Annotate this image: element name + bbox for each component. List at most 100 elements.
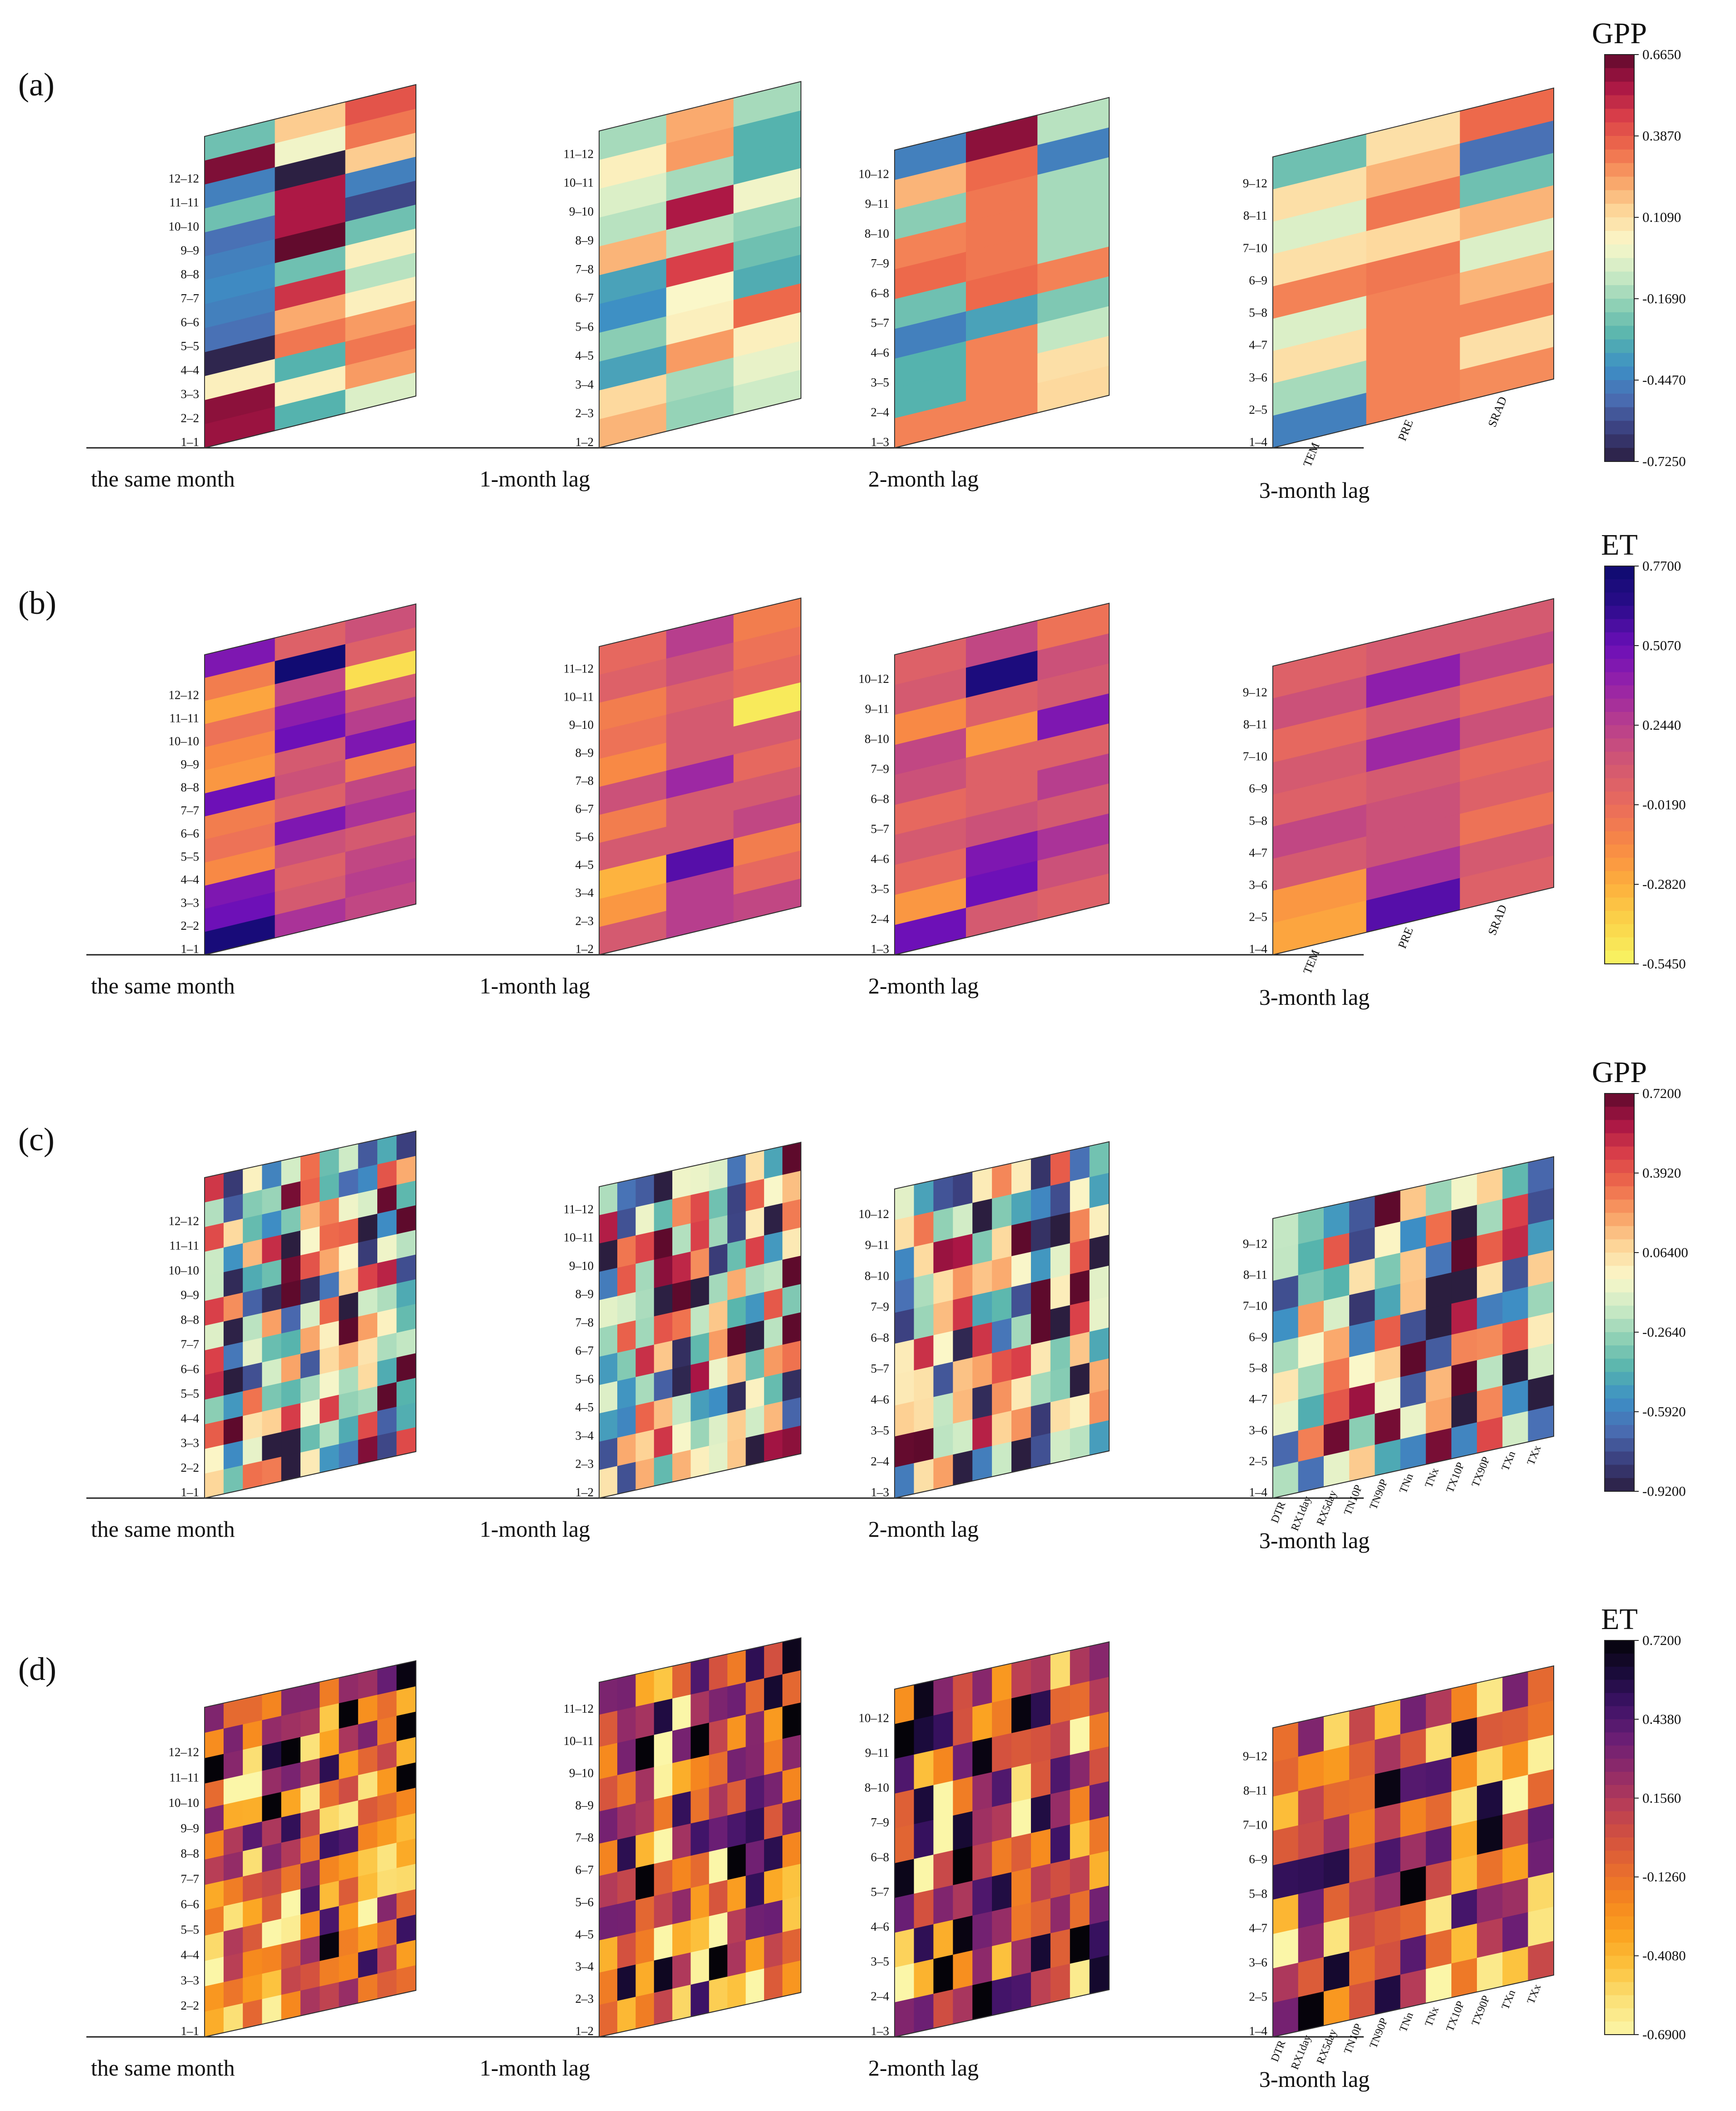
heatmap-cell [1502, 1410, 1529, 1448]
heatmap-cell [654, 1425, 673, 1458]
heatmap-cell [953, 1950, 973, 1990]
heatmap-cell [690, 1915, 710, 1953]
predictor-label: TX90P [1470, 1455, 1492, 1489]
heatmap-cell [262, 1969, 282, 1999]
heatmap-cell [599, 1903, 618, 1941]
heatmap-cell [972, 1167, 992, 1203]
heatmap-cell [377, 1159, 397, 1189]
heatmap-cell [358, 1770, 378, 1800]
heatmap-cell [358, 1336, 378, 1366]
row-label: 8–8 [181, 781, 200, 794]
heatmap-cell [396, 1377, 416, 1407]
heatmap-cell [1426, 1860, 1452, 1900]
heatmap-cell [281, 1889, 301, 1919]
heatmap-cell [281, 1863, 301, 1894]
heatmap-cell [1298, 1750, 1324, 1791]
heatmap-cell [599, 1807, 618, 1844]
heatmap-cell [1400, 1728, 1426, 1769]
colorbar-segment [1605, 244, 1634, 259]
colorbar-title: GPP [1592, 17, 1647, 50]
heatmap-cell [953, 1233, 973, 1269]
skew-axis [1272, 1975, 1554, 2037]
heatmap-cell [1011, 1437, 1031, 1473]
heatmap-cell [281, 1304, 301, 1334]
heatmap-cell [972, 1260, 992, 1296]
heatmap-cell [727, 1380, 746, 1414]
heatmap-cell [727, 1940, 746, 1977]
heatmap-cell [1031, 1401, 1051, 1438]
heatmap-cell [262, 1918, 282, 1949]
row-label: 4–4 [181, 873, 200, 887]
heatmap-cell [1011, 1902, 1031, 1942]
heatmap-cell [709, 1782, 728, 1820]
heatmap-cell [1375, 1376, 1401, 1414]
row-label: 7–9 [871, 762, 890, 776]
colorbar-segment [1605, 659, 1634, 673]
heatmap-cell [709, 1718, 728, 1755]
heatmap-cell [1031, 1932, 1051, 1972]
heatmap-cell [782, 1734, 801, 1771]
row-label: 2–4 [871, 1454, 890, 1468]
heatmap-cell [204, 1272, 224, 1301]
panel-label: (a) [18, 66, 55, 103]
heatmap-cell [339, 1390, 359, 1419]
heatmap-cell [1031, 1432, 1051, 1469]
heatmap-block-lag-3: 1–4 2–5 3–6 4–7 5–8 6–9 7–10 8–11 9–12 3-month la… [1243, 1156, 1554, 1553]
heatmap-cell [1011, 1344, 1031, 1380]
lag-label: 1-month lag [480, 1516, 590, 1542]
heatmap-cell [262, 1791, 282, 1822]
heatmap-cell [243, 1460, 263, 1490]
heatmap-cell [281, 1838, 301, 1868]
row-label: 7–7 [181, 1338, 200, 1351]
heatmap-cell [709, 1384, 728, 1418]
heatmap-cell [1400, 1433, 1426, 1470]
heatmap-cell [914, 1242, 934, 1278]
heatmap-cell [727, 1239, 746, 1272]
heatmap-cell [1426, 1722, 1452, 1763]
row-label: 11–11 [170, 1770, 200, 1784]
heatmap-cell [339, 1414, 359, 1444]
heatmap-cell [599, 1437, 618, 1470]
heatmap-cell [204, 1173, 224, 1203]
heatmap-cell [599, 1775, 618, 1812]
heatmap-cell [654, 1924, 673, 1961]
heatmap-cell [243, 1897, 263, 1927]
heatmap-cell [1451, 1923, 1477, 1964]
colorbar-segment [1605, 136, 1634, 150]
colorbar-segment [1605, 1438, 1634, 1452]
colorbar-segment [1605, 81, 1634, 96]
heatmap-cell [933, 1989, 954, 2029]
heatmap-cell [894, 1893, 915, 1933]
heatmap-cell [1323, 1357, 1350, 1394]
row-label: 6–8 [871, 792, 890, 806]
heatmap-cell [358, 1164, 378, 1193]
heatmap-cell [914, 1715, 934, 1755]
colorbar-segment [1605, 566, 1634, 580]
colorbar-segment [1605, 1319, 1634, 1333]
heatmap-cell [992, 1837, 1012, 1877]
row-label: 1–2 [575, 2024, 594, 2038]
colorbar-segment [1605, 1653, 1634, 1667]
heatmap-cell [672, 1662, 691, 1699]
heatmap-cell [617, 1348, 636, 1381]
heatmap-block-lag-0: 1–1 2–2 3–3 4–4 5–5 6–6 7–7 8–8 9–9 10–10 11–11 12–… [91, 1660, 416, 2081]
heatmap-cell [1375, 1190, 1401, 1228]
colorbar-tick-label: 0.7200 [1642, 1085, 1681, 1101]
colorbar-segment [1605, 204, 1634, 218]
heatmap-cell [339, 1143, 359, 1173]
row-label: 10–12 [859, 1711, 890, 1725]
colorbar-tick-label: -0.9200 [1642, 1483, 1686, 1499]
row-label: 6–6 [181, 1897, 200, 1911]
skew-axis [1272, 378, 1554, 448]
predictor-label: TN90P [1367, 2016, 1390, 2050]
heatmap-cell [204, 1444, 224, 1474]
heatmap-cell [672, 1449, 691, 1482]
heatmap-cell [672, 1790, 691, 1828]
heatmap-cell [745, 1839, 765, 1876]
lag-label: the same month [91, 466, 235, 491]
heatmap-cell [396, 1736, 416, 1767]
heatmap-cell [1011, 1728, 1031, 1768]
heatmap-cell [972, 1771, 992, 1811]
heatmap-cell [1298, 1238, 1324, 1275]
